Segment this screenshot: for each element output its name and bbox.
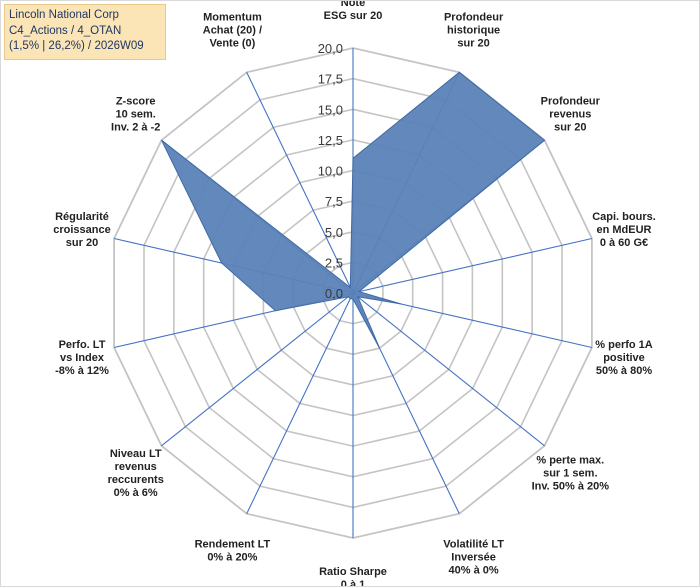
info-company: Lincoln National Corp bbox=[9, 9, 119, 21]
axis-label: Profondeur historique sur 20 bbox=[444, 12, 504, 50]
tick-label: 2,5 bbox=[325, 255, 343, 270]
axis-label: Rendement LT 0% à 20% bbox=[195, 539, 271, 564]
axis-label: % perfo 1A positive 50% à 80% bbox=[595, 339, 653, 377]
axis-spoke bbox=[246, 292, 354, 514]
info-stats: (1,5% | 26,2%) / 2026W09 bbox=[9, 40, 144, 52]
axis-label: % perte max. sur 1 sem. Inv. 50% à 20% bbox=[532, 455, 610, 493]
radar-series bbox=[161, 71, 546, 349]
axis-spoke bbox=[246, 72, 354, 294]
info-category: C4_Actions / 4_OTAN bbox=[9, 24, 122, 37]
axis-label: Momentum Achat (20) / Vente (0) bbox=[203, 12, 262, 50]
tick-label: 17,5 bbox=[318, 72, 343, 87]
tick-label: 12,5 bbox=[318, 133, 343, 148]
axis-label: Z-score 10 sem. Inv. 2 à -2 bbox=[111, 95, 160, 133]
axis-spoke bbox=[352, 292, 545, 447]
tick-label: 10,0 bbox=[318, 164, 343, 179]
axis-spoke bbox=[352, 237, 593, 294]
tick-label: 0,0 bbox=[325, 286, 343, 301]
radar-tick-labels: 0,0 2,5 5,0 7,5 10,0 12,5 15,0 17,5 20,0 bbox=[318, 41, 343, 301]
axis-label: Niveau LT revenus reccurents 0% à 6% bbox=[108, 448, 164, 499]
axis-label: Profondeur revenus sur 20 bbox=[541, 95, 601, 133]
axis-spoke bbox=[161, 292, 354, 447]
tick-label: 20,0 bbox=[318, 41, 343, 56]
radar-axis-labels: Note ESG sur 20 Profondeur historique sur 20… bbox=[53, 1, 656, 586]
tick-label: 5,0 bbox=[325, 225, 343, 240]
axis-label: Perfo. LT vs Index -8% à 12% bbox=[55, 339, 109, 377]
tick-label: 15,0 bbox=[318, 102, 343, 117]
series-area bbox=[161, 71, 546, 349]
axis-label: Ratio Sharpe 0 à 1 bbox=[319, 566, 387, 586]
tick-label: 7,5 bbox=[325, 194, 343, 209]
axis-label: Volatilité LT Inversée 40% à 0% bbox=[443, 539, 504, 577]
info-box: Lincoln National Corp C4_Actions / 4_OTA… bbox=[4, 4, 166, 60]
axis-label: Capi. bours. en MdEUR 0 à 60 G€ bbox=[592, 211, 656, 249]
axis-label: Régularité croissance sur 20 bbox=[53, 211, 110, 249]
axis-label: Note ESG sur 20 bbox=[324, 1, 383, 22]
